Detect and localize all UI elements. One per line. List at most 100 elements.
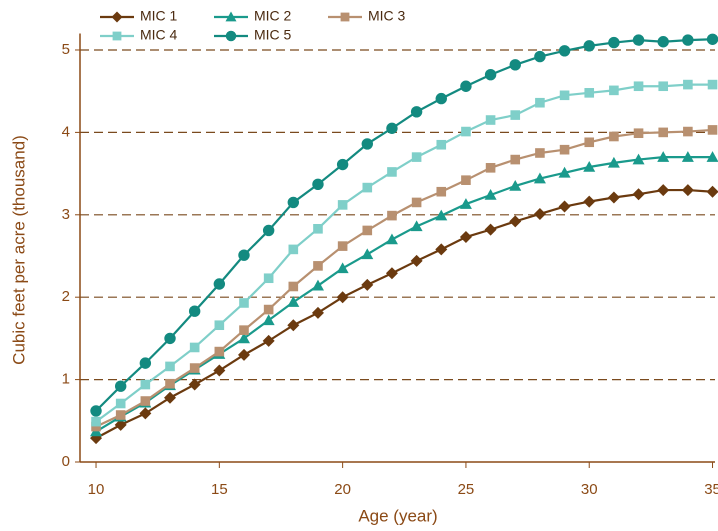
marker xyxy=(435,243,448,256)
marker xyxy=(583,195,596,208)
marker xyxy=(683,126,693,137)
marker xyxy=(410,220,423,232)
marker xyxy=(559,144,570,155)
marker xyxy=(287,196,300,209)
marker xyxy=(461,175,471,185)
marker xyxy=(559,90,570,101)
marker xyxy=(336,262,349,274)
marker xyxy=(657,36,669,48)
marker xyxy=(633,81,644,92)
marker xyxy=(681,184,694,197)
marker xyxy=(362,225,373,236)
marker xyxy=(607,191,620,204)
marker xyxy=(188,378,201,391)
marker xyxy=(340,12,350,22)
x-tick-label: 30 xyxy=(581,481,598,498)
marker xyxy=(189,342,200,353)
marker xyxy=(91,421,101,432)
x-tick-label: 35 xyxy=(704,481,718,498)
marker xyxy=(237,332,250,344)
series-line xyxy=(95,128,713,428)
marker xyxy=(484,223,497,236)
marker xyxy=(658,81,669,92)
marker xyxy=(214,346,225,357)
marker xyxy=(313,261,323,271)
marker xyxy=(510,154,521,165)
marker xyxy=(189,363,200,373)
marker xyxy=(484,189,497,200)
marker xyxy=(362,182,373,193)
marker xyxy=(583,160,596,172)
legend-label: MIC 3 xyxy=(368,8,406,24)
marker xyxy=(510,110,521,120)
marker xyxy=(657,184,670,197)
marker xyxy=(681,151,694,162)
marker xyxy=(436,186,447,197)
marker xyxy=(387,167,397,177)
marker xyxy=(225,30,237,42)
marker xyxy=(287,296,300,307)
marker xyxy=(115,398,126,409)
marker xyxy=(632,188,645,201)
marker xyxy=(584,137,595,148)
legend-label: MIC 2 xyxy=(254,8,292,24)
y-tick-label: 2 xyxy=(62,288,70,305)
marker xyxy=(288,244,299,255)
marker xyxy=(683,79,693,90)
marker xyxy=(313,223,323,234)
marker xyxy=(387,210,397,221)
marker xyxy=(361,278,374,291)
marker xyxy=(459,231,472,244)
marker xyxy=(140,396,151,406)
series-line xyxy=(95,38,713,412)
marker xyxy=(213,364,226,377)
marker xyxy=(114,418,127,431)
marker xyxy=(435,209,448,221)
marker xyxy=(115,410,126,420)
marker xyxy=(657,151,670,162)
marker xyxy=(337,241,348,251)
marker xyxy=(385,233,398,245)
marker xyxy=(558,166,571,178)
marker xyxy=(410,106,423,118)
marker xyxy=(658,127,669,138)
marker xyxy=(535,97,545,108)
x-tick-label: 25 xyxy=(458,481,475,498)
marker xyxy=(535,148,545,158)
marker xyxy=(312,178,324,190)
marker xyxy=(239,298,249,308)
marker xyxy=(263,304,274,315)
marker xyxy=(225,11,237,22)
marker xyxy=(165,378,175,389)
marker xyxy=(111,11,123,23)
marker xyxy=(707,125,718,135)
marker xyxy=(558,200,571,213)
marker xyxy=(706,33,718,45)
marker xyxy=(164,391,177,404)
marker xyxy=(114,380,127,392)
marker xyxy=(609,131,619,142)
marker xyxy=(164,332,176,345)
legend-label: MIC 5 xyxy=(254,27,292,43)
y-tick-label: 1 xyxy=(62,371,70,388)
marker xyxy=(90,405,102,417)
marker xyxy=(262,314,275,326)
x-tick-label: 15 xyxy=(211,481,228,498)
marker xyxy=(607,156,620,168)
x-tick-label: 20 xyxy=(334,481,351,498)
marker xyxy=(485,163,496,173)
marker xyxy=(632,153,645,165)
marker xyxy=(608,36,620,49)
marker xyxy=(584,88,595,98)
marker xyxy=(558,45,571,57)
marker xyxy=(707,79,718,90)
marker xyxy=(459,198,472,209)
marker xyxy=(311,306,324,319)
marker xyxy=(436,139,447,150)
marker xyxy=(262,224,275,237)
marker xyxy=(139,357,152,369)
marker xyxy=(706,185,718,198)
y-tick-label: 4 xyxy=(62,123,70,140)
y-tick-label: 5 xyxy=(62,41,70,58)
